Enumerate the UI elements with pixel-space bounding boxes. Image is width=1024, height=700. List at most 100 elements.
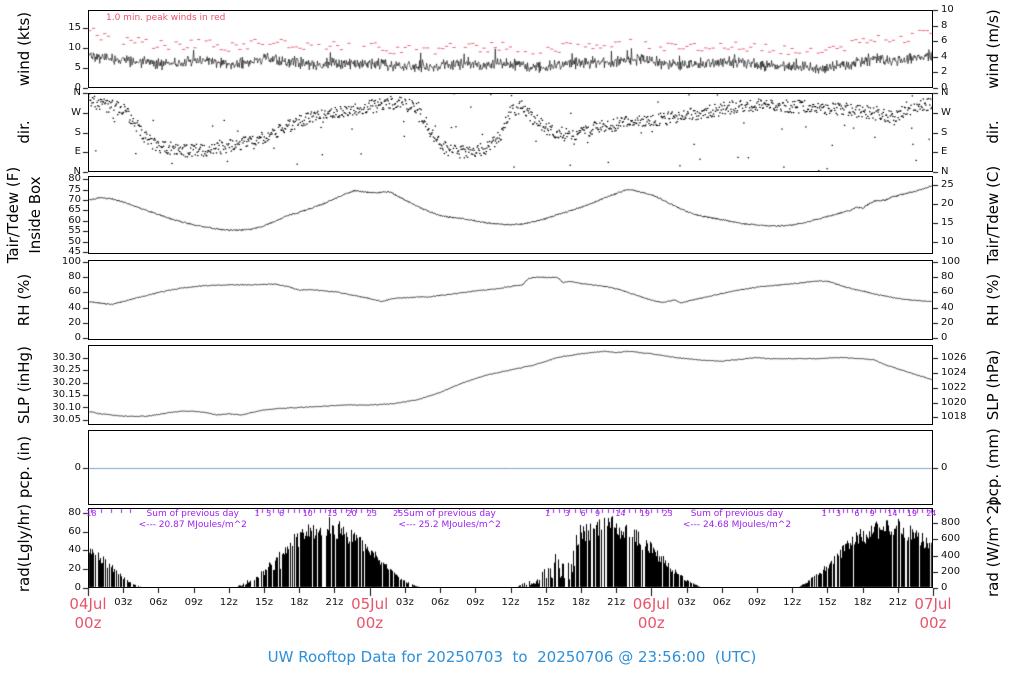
temp-right-tick-label: 10 — [941, 235, 954, 247]
rad-local-hour-label: 3 — [835, 509, 841, 518]
utc-hour-label: 18z — [290, 597, 309, 608]
utc-hour-label: 15z — [536, 597, 555, 608]
rad-right-tick-label: 800 — [941, 517, 961, 529]
date-hour-label: 00z — [356, 614, 384, 632]
rh-right-tick-label: 100 — [941, 256, 961, 268]
panel-radiation — [88, 508, 933, 588]
rad-local-hour-label: 19 — [906, 509, 917, 518]
rad-local-hour-label: 6 — [854, 509, 860, 518]
utc-hour-label: 12z — [219, 597, 238, 608]
temp-left-tick-label: 45 — [68, 245, 81, 257]
utc-hour-label: 06z — [431, 597, 450, 608]
slp-left-tick-label: 30.30 — [52, 351, 81, 363]
utc-hour-label: 06z — [149, 597, 168, 608]
rh-right-tick-label: 40 — [941, 301, 954, 313]
rad-local-hour-label: 1 — [545, 509, 551, 518]
slp-right-tick-label: 1022 — [941, 381, 967, 393]
rh-left-tick-label: 40 — [68, 301, 81, 313]
utc-hour-label: 18z — [853, 597, 872, 608]
date-label: 05Jul — [351, 595, 389, 613]
panel-pressure — [88, 345, 933, 425]
slp-left-tick-label: 30.10 — [52, 401, 81, 413]
wind-left-tick-label: 5 — [74, 61, 81, 73]
rad-left-tick-label: 20 — [68, 563, 81, 575]
slp-left-tick-label: 30.05 — [52, 414, 81, 425]
dir-left-tick-label: W — [71, 106, 81, 118]
wind-right-tick-label: 8 — [941, 19, 948, 31]
pcp-left-tick-label: 0 — [74, 461, 81, 473]
utc-hour-label: 09z — [747, 597, 766, 608]
slp-right-tick-label: 1024 — [941, 367, 967, 378]
wind-right-tick-label: 2 — [941, 66, 948, 78]
utc-hour-label: 09z — [184, 597, 203, 608]
rad-local-hour-label: 10 — [302, 509, 313, 518]
rh-left-tick-label: 20 — [68, 316, 81, 328]
temp-right-tick-label: 15 — [941, 216, 954, 228]
utc-hour-label: 03z — [114, 597, 133, 608]
utc-hour-label: 12z — [501, 597, 520, 608]
date-label: 06Jul — [632, 595, 670, 613]
dir-left-tick-label: S — [74, 126, 81, 138]
peak-wind-annotation: 1.0 min. peak winds in red — [106, 13, 226, 23]
utc-hour-label: 18z — [571, 597, 590, 608]
rh-left-tick-label: 80 — [68, 271, 81, 283]
utc-hour-label: 06z — [712, 597, 731, 608]
rh-right-tick-label: 60 — [941, 286, 954, 298]
wind-right-tick-label: 10 — [941, 4, 954, 15]
rh-right-tick-label: 20 — [941, 316, 954, 328]
rad-right-tick-label: 600 — [941, 533, 961, 545]
rad-local-hour-label: 23 — [662, 509, 673, 518]
wind-left-tick-label: 10 — [68, 41, 81, 53]
utc-hour-label: 12z — [783, 597, 802, 608]
rad-local-hour-label: 14 — [887, 509, 898, 518]
temp-right-tick-label: 20 — [941, 198, 954, 210]
dir-right-tick-label: N — [941, 87, 949, 98]
rad-left-tick-label: 0 — [74, 582, 81, 593]
rad-local-hour-label: 3 — [564, 509, 570, 518]
slp-left-tick-label: 30.25 — [52, 364, 81, 375]
panel-wind — [88, 10, 933, 88]
rad-local-hour-label: 3 — [266, 509, 272, 518]
rad-left-tick-label: 40 — [68, 544, 81, 556]
rad-local-hour-label: 18 — [86, 509, 97, 518]
rad-sum-annotation-line2: <--- 24.68 MJoules/m^2 — [682, 520, 792, 530]
rh-left-tick-label: 100 — [61, 256, 81, 268]
wind-right-tick-label: 4 — [941, 50, 948, 62]
pcp-right-tick-label: 0 — [941, 461, 948, 473]
temp-right-tick-label: 25 — [941, 179, 954, 191]
dir-left-tick-label: N — [73, 166, 81, 177]
utc-hour-label: 03z — [395, 597, 414, 608]
temp-left-tick-label: 80 — [68, 173, 81, 185]
rad-sum-annotation-line1: Sum of previous day — [146, 509, 240, 519]
figure-caption: UW Rooftop Data for 20250703 to 20250706… — [267, 648, 757, 666]
rad-local-hour-label: 9 — [869, 509, 875, 518]
date-label: 07Jul — [914, 595, 952, 613]
slp-right-tick-label: 1026 — [941, 352, 967, 364]
rad-local-hour-label: 25 — [393, 509, 404, 518]
wind-right-tick-label: 0 — [941, 82, 948, 93]
rad-local-hour-label: 14 — [615, 509, 626, 518]
utc-hour-label: 21z — [888, 597, 907, 608]
wind-left-tick-label: 15 — [68, 21, 81, 33]
rad-sum-annotation-line1: Sum of previous day — [403, 509, 496, 519]
temp-left-tick-label: 70 — [68, 193, 81, 205]
rad-local-hour-label: 1 — [254, 509, 260, 518]
utc-hour-label: 15z — [818, 597, 837, 608]
rad-sum-annotation-line2: <--- 25.2 MJoules/m^2 — [398, 520, 501, 530]
utc-hour-label: 15z — [255, 597, 274, 608]
rad-local-hour-label: 15 — [327, 509, 338, 518]
rad-right-tick-label: 200 — [941, 565, 961, 577]
utc-hour-label: 21z — [325, 597, 344, 608]
rad-local-hour-label: 24 — [926, 509, 937, 518]
date-hour-label: 00z — [919, 614, 947, 632]
rad-left-tick-label: 80 — [68, 506, 81, 518]
wind-left-tick-label: 0 — [74, 82, 81, 93]
utc-hour-label: 21z — [607, 597, 626, 608]
date-label: 04Jul — [69, 595, 107, 613]
slp-left-tick-label: 30.15 — [52, 389, 81, 400]
rad-sum-annotation-line2: <--- 20.87 MJoules/m^2 — [138, 520, 247, 530]
date-hour-label: 00z — [637, 614, 665, 632]
dir-right-tick-label: S — [941, 126, 948, 138]
date-hour-label: 00z — [74, 614, 102, 632]
